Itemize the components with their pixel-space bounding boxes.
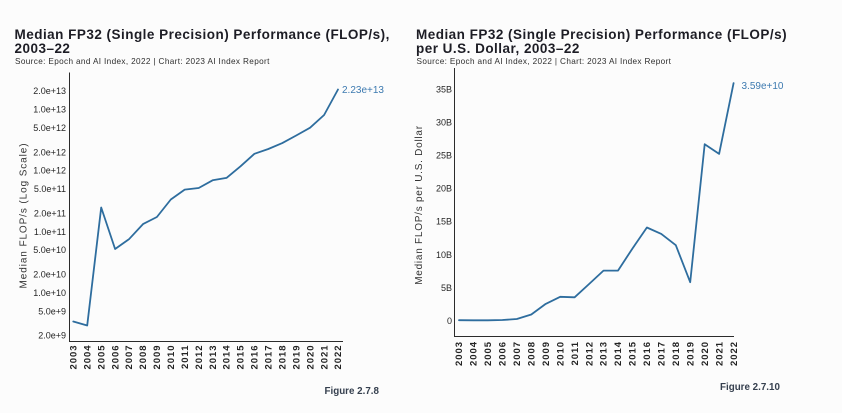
svg-text:2006: 2006	[110, 344, 121, 369]
svg-text:2015: 2015	[628, 341, 639, 366]
svg-text:2010: 2010	[166, 344, 177, 369]
svg-text:2014: 2014	[222, 344, 233, 369]
svg-text:5B: 5B	[441, 283, 452, 293]
svg-text:5.0e+11: 5.0e+11	[34, 184, 66, 194]
svg-text:2008: 2008	[138, 344, 149, 369]
svg-text:2.0e+11: 2.0e+11	[34, 208, 66, 218]
svg-text:2019: 2019	[685, 341, 696, 366]
svg-text:2011: 2011	[180, 344, 191, 369]
svg-text:2009: 2009	[541, 341, 552, 366]
svg-text:5.0e+12: 5.0e+12	[33, 123, 66, 133]
svg-text:2017: 2017	[264, 344, 275, 369]
svg-text:2018: 2018	[278, 344, 289, 369]
svg-text:Median FLOP/s per U.S. Dollar: Median FLOP/s per U.S. Dollar	[414, 125, 425, 285]
svg-text:2009: 2009	[152, 344, 163, 369]
svg-text:0: 0	[447, 316, 452, 326]
svg-text:1.0e+10: 1.0e+10	[33, 288, 66, 298]
svg-text:2021: 2021	[319, 344, 330, 369]
svg-text:2007: 2007	[124, 344, 135, 369]
svg-text:2011: 2011	[570, 341, 581, 366]
svg-text:1.0e+12: 1.0e+12	[33, 166, 66, 176]
svg-text:5.0e+9: 5.0e+9	[38, 306, 66, 316]
svg-text:3.59e+10: 3.59e+10	[742, 81, 784, 92]
svg-text:25B: 25B	[436, 151, 452, 161]
svg-text:2020: 2020	[700, 341, 711, 366]
svg-text:1.0e+13: 1.0e+13	[33, 105, 66, 115]
svg-text:2007: 2007	[512, 341, 523, 366]
svg-text:35B: 35B	[436, 84, 452, 94]
svg-text:2005: 2005	[96, 344, 107, 369]
svg-text:2013: 2013	[208, 344, 219, 369]
svg-text:2017: 2017	[657, 341, 668, 366]
svg-text:20B: 20B	[436, 184, 452, 194]
svg-text:2016: 2016	[250, 344, 261, 369]
svg-text:30B: 30B	[436, 117, 452, 127]
svg-text:2004: 2004	[469, 341, 480, 366]
svg-text:2010: 2010	[555, 341, 566, 366]
svg-text:2012: 2012	[194, 344, 205, 369]
svg-text:10B: 10B	[436, 250, 452, 260]
svg-text:2003: 2003	[454, 341, 465, 366]
svg-text:5.0e+10: 5.0e+10	[33, 245, 66, 255]
svg-text:2022: 2022	[333, 344, 344, 369]
svg-text:2012: 2012	[584, 341, 595, 366]
svg-text:2022: 2022	[729, 341, 740, 366]
svg-text:2006: 2006	[498, 341, 509, 366]
svg-text:2013: 2013	[599, 341, 610, 366]
svg-text:2.0e+9: 2.0e+9	[38, 331, 66, 341]
svg-text:2.0e+12: 2.0e+12	[33, 147, 66, 157]
svg-text:2014: 2014	[613, 341, 624, 366]
svg-text:2016: 2016	[642, 341, 653, 366]
svg-text:15B: 15B	[436, 217, 452, 227]
svg-text:2015: 2015	[236, 344, 247, 369]
svg-text:2003: 2003	[69, 344, 80, 369]
svg-text:2.0e+10: 2.0e+10	[33, 270, 66, 280]
svg-text:2020: 2020	[305, 344, 316, 369]
svg-text:2018: 2018	[671, 341, 682, 366]
svg-text:2008: 2008	[527, 341, 538, 366]
svg-text:2021: 2021	[714, 341, 725, 366]
svg-text:1.0e+11: 1.0e+11	[34, 227, 66, 237]
svg-text:2.0e+13: 2.0e+13	[33, 86, 66, 96]
svg-text:Median FLOP/s (Log Scale): Median FLOP/s (Log Scale)	[18, 143, 29, 289]
svg-text:2005: 2005	[483, 341, 494, 366]
svg-text:2019: 2019	[291, 344, 302, 369]
svg-text:2.23e+13: 2.23e+13	[342, 85, 384, 96]
svg-text:2004: 2004	[82, 344, 93, 369]
